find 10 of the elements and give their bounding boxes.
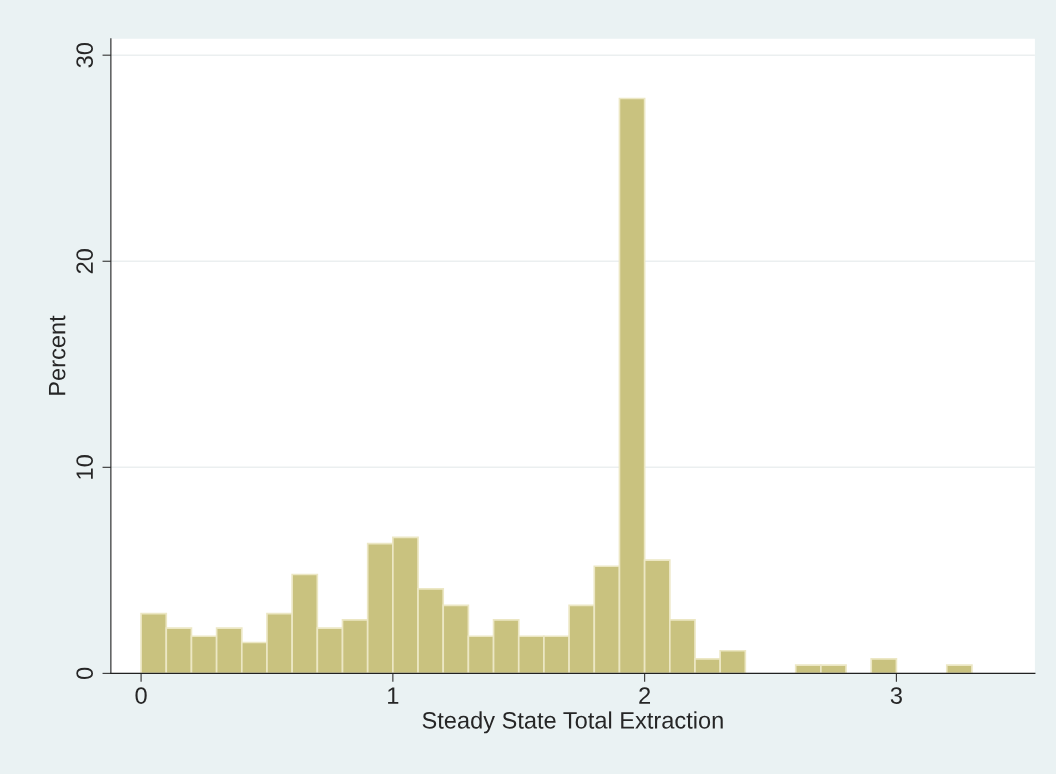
y-axis-title: Percent bbox=[48, 315, 66, 395]
y-tick-label: 30 bbox=[76, 42, 94, 68]
y-tick-label: 10 bbox=[76, 455, 94, 479]
y-tick-label: 0 bbox=[76, 667, 94, 680]
x-tick-label: 0 bbox=[135, 687, 147, 704]
x-tick-label: 2 bbox=[639, 687, 651, 704]
x-axis-title: Steady State Total Extraction bbox=[422, 711, 723, 734]
x-tick-label: 3 bbox=[890, 687, 902, 704]
x-tick-label: 1 bbox=[388, 687, 399, 704]
y-tick-label: 20 bbox=[76, 249, 94, 274]
